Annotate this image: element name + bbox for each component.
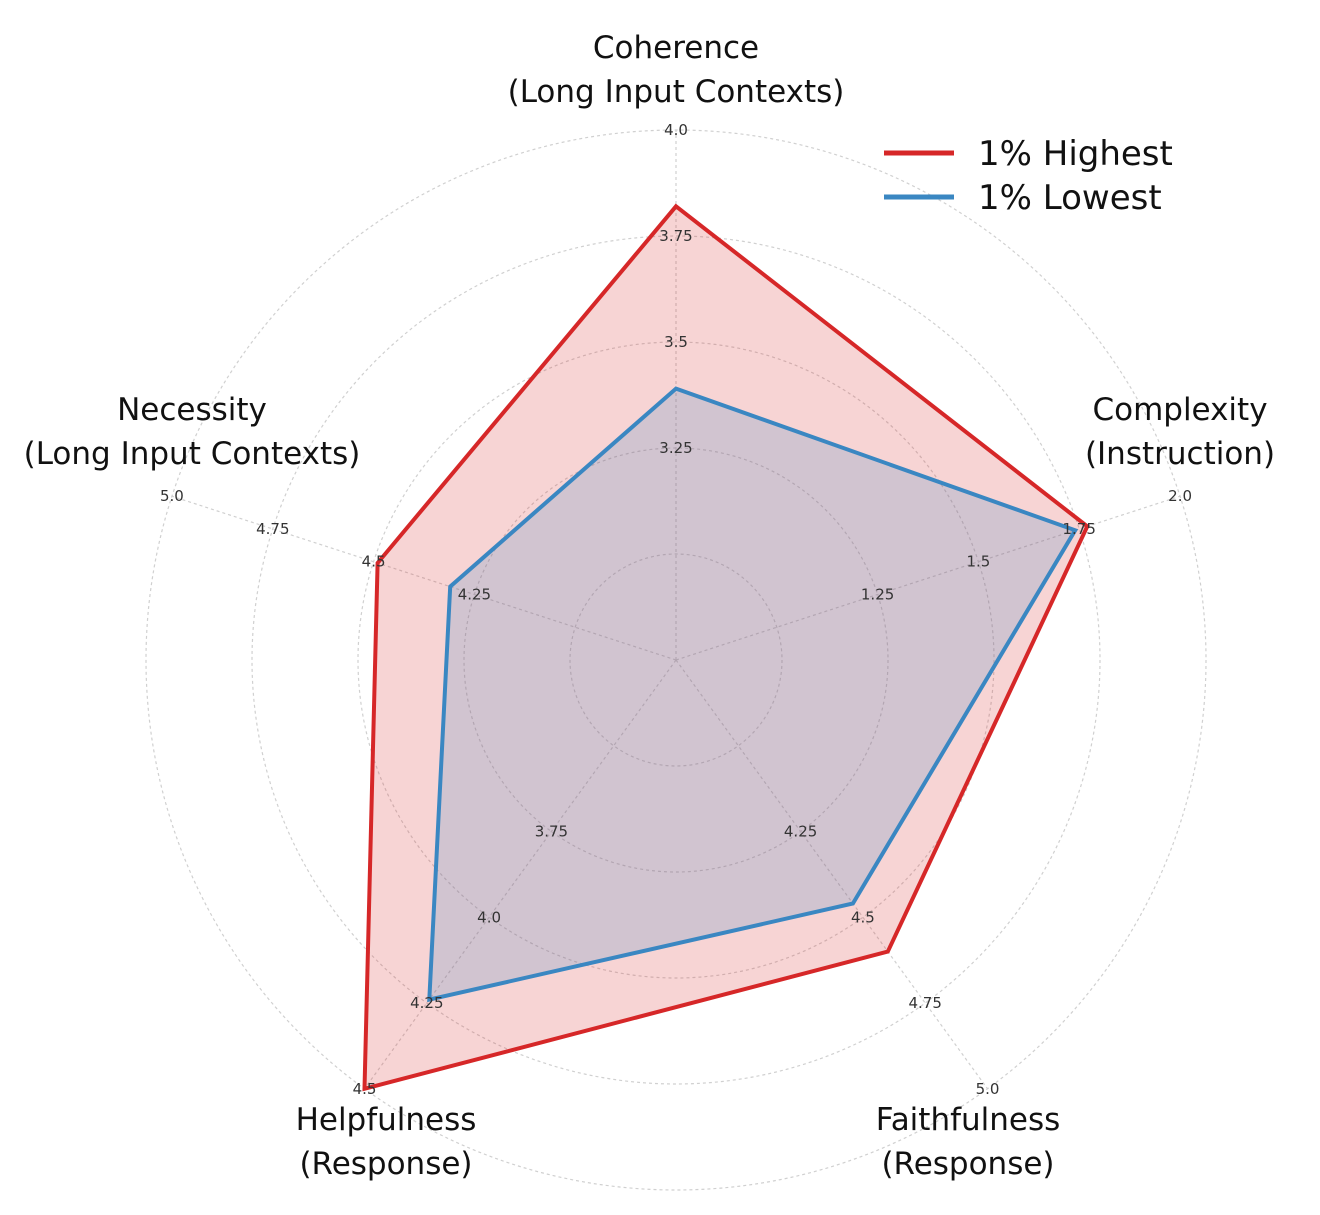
- tick-label: 1.75: [1062, 520, 1095, 538]
- axis-title-line: (Response): [299, 1146, 472, 1182]
- tick-label: 2.0: [1168, 487, 1192, 505]
- axis-title-line: (Response): [881, 1146, 1054, 1182]
- grid-ring: [357, 341, 995, 979]
- legend-label: 1% Highest: [978, 134, 1173, 174]
- tick-label: 3.5: [664, 333, 688, 351]
- tick-label: 4.5: [353, 1080, 377, 1098]
- axis-title-line: (Long Input Contexts): [24, 436, 361, 472]
- series-2-polygon: [427, 386, 1079, 1003]
- axis-title-line: Necessity: [117, 392, 267, 428]
- grid-ring: [251, 235, 1101, 1085]
- axis-title-line: Complexity: [1092, 392, 1267, 428]
- tick-label: 4.0: [664, 121, 688, 139]
- radar-grid: [145, 129, 1207, 1191]
- grid-spoke: [675, 495, 1181, 661]
- legend-label: 1% Lowest: [978, 178, 1162, 218]
- axis-title-line: Helpfulness: [296, 1102, 477, 1138]
- tick-label: 3.75: [535, 823, 568, 841]
- axis-title-line: Faithfulness: [876, 1102, 1061, 1138]
- grid-spoke: [171, 495, 677, 661]
- tick-label: 3.25: [659, 439, 692, 457]
- grid-ring: [569, 553, 783, 767]
- axis-title: Helpfulness (Response): [296, 1102, 477, 1182]
- axis-title: Coherence (Long Input Contexts): [508, 30, 845, 110]
- tick-label: 4.25: [784, 823, 817, 841]
- tick-label: 4.75: [256, 520, 289, 538]
- tick-label: 5.0: [160, 487, 184, 505]
- tick-label: 4.0: [477, 908, 501, 926]
- tick-label: 3.75: [659, 227, 692, 245]
- tick-label: 5.0: [976, 1080, 1000, 1098]
- tick-label: 4.25: [410, 994, 443, 1012]
- axis-title: Faithfulness (Response): [876, 1102, 1061, 1182]
- grid-spoke: [675, 659, 989, 1090]
- axis-title-line: Coherence: [593, 30, 759, 66]
- tick-label: 4.5: [851, 908, 875, 926]
- tick-label: 1.25: [861, 586, 894, 604]
- radar-tick-labels: 3.25 3.5 3.75 4.0 1.25 1.5 1.75 2.0 4.25 4.5 4.75 5…: [160, 121, 1192, 1098]
- grid-spoke: [363, 659, 677, 1090]
- tick-label: 4.75: [908, 994, 941, 1012]
- tick-label: 4.25: [458, 586, 491, 604]
- radar-axis-titles: Coherence (Long Input Contexts) Complexity…: [24, 30, 1275, 1182]
- axis-title-line: (Long Input Contexts): [508, 74, 845, 110]
- radar-series: [362, 203, 1090, 1092]
- axis-title-line: (Instruction): [1085, 436, 1275, 472]
- series-1-polygon: [362, 203, 1090, 1092]
- tick-label: 4.5: [362, 553, 386, 571]
- tick-label: 1.5: [966, 553, 990, 571]
- axis-title: Complexity (Instruction): [1085, 392, 1275, 472]
- axis-title: Necessity (Long Input Contexts): [24, 392, 361, 472]
